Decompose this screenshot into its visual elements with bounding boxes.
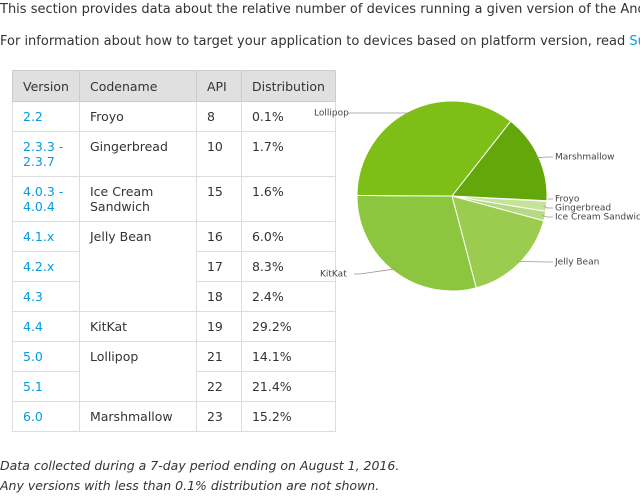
pie-slice [451, 195, 545, 289]
note: Data collected during a 7-day period end… [0, 458, 400, 473]
table-row: 4.1.x Jelly Bean 16 6.0% [12, 221, 336, 312]
column-header: Codename [78, 70, 197, 102]
slice-label: Lollipop [314, 109, 349, 119]
table-row: 2.2 Froyo 8 0.1% [12, 101, 336, 132]
distribution-cell: 15.2% [240, 401, 336, 432]
slice-label: Ice Cream Sandwich [555, 213, 640, 223]
leader-line [516, 260, 553, 263]
slice-label: Jelly Bean [554, 258, 599, 268]
version-link[interactable]: 5.0 [23, 349, 43, 364]
distribution-cell: 29.2% [240, 311, 336, 342]
api-cell: 17 [195, 251, 242, 282]
table-row: 2.3.3 - 2.3.7 Gingerbread 10 1.7% [12, 131, 336, 177]
version-cell: 4.3 [12, 281, 80, 312]
version-cell: 5.1 [12, 371, 80, 402]
intro-line: This section provides data about the rel… [0, 2, 640, 17]
table-row: 5.0 Lollipop 21 14.1% [12, 341, 336, 402]
version-link[interactable]: 4.4 [23, 319, 43, 334]
version-cell: 4.2.x [12, 251, 80, 282]
intro-text: This section provides data about the rel… [0, 2, 640, 17]
version-link[interactable]: 4.0.3 - 4.0.4 [23, 184, 64, 214]
table-body: 2.2 Froyo 8 0.1% 2.3.3 - 2.3.7 Gingerbread 10 1… [12, 101, 336, 432]
version-cell: 2.2 [12, 101, 80, 132]
table-row: 4.2.x 17 8.3% [12, 251, 336, 282]
slice-label: Marshmallow [555, 153, 615, 163]
version-cell: 6.0 [12, 401, 80, 432]
api-cell: 8 [195, 101, 242, 132]
distribution-table: Version Codename API Distribution 2.2 Froyo 8… [12, 70, 336, 432]
column-header: Distribution [240, 70, 336, 102]
table-row: 4.0.3 - 4.0.4 Ice Cream Sandwich 15 1.6% [12, 176, 336, 222]
api-cell: 19 [195, 311, 242, 342]
intro-text: For information about how to target your… [0, 34, 630, 49]
api-cell: 10 [195, 131, 242, 177]
api-cell: 18 [195, 281, 242, 312]
leader-line [354, 268, 396, 275]
pie-slice [356, 194, 477, 292]
version-link[interactable]: 2.3.3 - 2.3.7 [23, 139, 64, 169]
table-row: 6.0 Marshmallow 23 15.2% [12, 401, 336, 432]
note: Any versions with less than 0.1% distrib… [0, 478, 380, 493]
table-row: 5.1 22 21.4% [12, 371, 336, 402]
distribution-cell: 8.3% [240, 251, 336, 282]
slice-label: Froyo [555, 195, 580, 205]
codename-cell: Froyo [78, 101, 197, 132]
table-row: 4.3 18 2.4% [12, 281, 336, 312]
api-cell: 22 [195, 371, 242, 402]
version-link[interactable]: 5.1 [23, 379, 43, 394]
pie-slice [356, 100, 512, 197]
distribution-cell: 1.6% [240, 176, 336, 222]
version-cell: 4.0.3 - 4.0.4 [12, 176, 80, 222]
version-cell: 4.4 [12, 311, 80, 342]
version-link[interactable]: 2.2 [23, 109, 43, 124]
leader-line [535, 156, 553, 159]
pie-slice [451, 120, 548, 202]
slice-label: KitKat [320, 270, 347, 280]
leader-line [541, 215, 553, 218]
version-cell: 2.3.3 - 2.3.7 [12, 131, 80, 177]
version-link[interactable]: 4.2.x [23, 259, 55, 274]
table-row: 4.4 KitKat 19 29.2% [12, 311, 336, 342]
version-link[interactable]: 4.1.x [23, 229, 55, 244]
codename-cell: Jelly Bean [78, 221, 197, 312]
version-cell: 5.0 [12, 341, 80, 372]
version-link[interactable]: 6.0 [23, 409, 43, 424]
codename-cell: Ice Cream Sandwich [78, 176, 197, 222]
api-cell: 21 [195, 341, 242, 372]
distribution-cell: 21.4% [240, 371, 336, 402]
codename-cell: Lollipop [78, 341, 197, 402]
api-cell: 15 [195, 176, 242, 222]
link[interactable]: Supporting Differen [629, 34, 640, 49]
api-cell: 23 [195, 401, 242, 432]
version-link[interactable]: 4.3 [23, 289, 43, 304]
codename-cell: Marshmallow [78, 401, 197, 432]
column-header: Version [12, 70, 80, 102]
slice-label: Gingerbread [555, 204, 611, 214]
header-row: Version Codename API Distribution [12, 70, 336, 102]
distribution-cell: 14.1% [240, 341, 336, 372]
codename-cell: KitKat [78, 311, 197, 342]
leader-line [543, 205, 553, 209]
intro-line: For information about how to target your… [0, 34, 640, 49]
column-header: API [195, 70, 242, 102]
api-cell: 16 [195, 221, 242, 252]
codename-cell: Gingerbread [78, 131, 197, 177]
distribution-cell: 2.4% [240, 281, 336, 312]
distribution-cell: 6.0% [240, 221, 336, 252]
version-cell: 4.1.x [12, 221, 80, 252]
